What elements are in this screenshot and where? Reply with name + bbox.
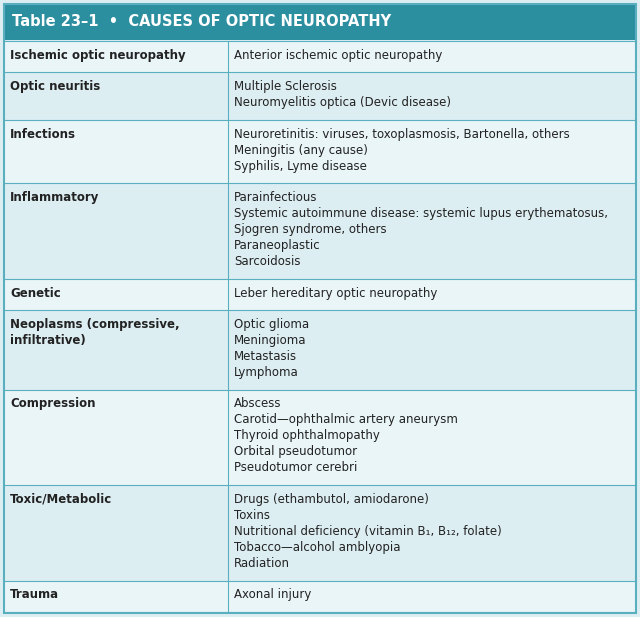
Text: Pseudotumor cerebri: Pseudotumor cerebri (234, 462, 358, 474)
Text: Infections: Infections (10, 128, 76, 141)
Text: Orbital pseudotumor: Orbital pseudotumor (234, 445, 358, 458)
Text: Thyroid ophthalmopathy: Thyroid ophthalmopathy (234, 429, 380, 442)
Bar (4, 279, 636, 310)
Text: Meningioma: Meningioma (234, 334, 307, 347)
Text: Trauma: Trauma (10, 588, 59, 602)
Bar (4, 485, 636, 581)
Text: Table 23–1  •  CAUSES OF OPTIC NEUROPATHY: Table 23–1 • CAUSES OF OPTIC NEUROPATHY (12, 15, 391, 30)
Text: Multiple Sclerosis: Multiple Sclerosis (234, 80, 337, 93)
Text: Sarcoidosis: Sarcoidosis (234, 255, 301, 268)
Bar (4, 120, 636, 183)
Text: Radiation: Radiation (234, 557, 291, 570)
Text: Optic neuritis: Optic neuritis (10, 80, 100, 93)
Bar (4, 581, 636, 612)
Text: Compression: Compression (10, 397, 95, 410)
Text: Genetic: Genetic (10, 286, 61, 299)
Text: Systemic autoimmune disease: systemic lupus erythematosus,: Systemic autoimmune disease: systemic lu… (234, 207, 609, 220)
Text: Ischemic optic neuropathy: Ischemic optic neuropathy (10, 49, 186, 62)
Text: Toxic/Metabolic: Toxic/Metabolic (10, 493, 112, 506)
Text: Axonal injury: Axonal injury (234, 588, 312, 602)
Text: Metastasis: Metastasis (234, 350, 298, 363)
Text: Neoplasms (compressive,: Neoplasms (compressive, (10, 318, 180, 331)
Text: Anterior ischemic optic neuropathy: Anterior ischemic optic neuropathy (234, 49, 443, 62)
Text: Tobacco—alcohol amblyopia: Tobacco—alcohol amblyopia (234, 541, 401, 554)
Text: Leber hereditary optic neuropathy: Leber hereditary optic neuropathy (234, 286, 438, 299)
Text: Parainfectious: Parainfectious (234, 191, 318, 204)
Text: Sjogren syndrome, others: Sjogren syndrome, others (234, 223, 387, 236)
Bar (4, 4, 636, 40)
Text: Syphilis, Lyme disease: Syphilis, Lyme disease (234, 160, 367, 173)
Text: Drugs (ethambutol, amiodarone): Drugs (ethambutol, amiodarone) (234, 493, 429, 506)
Bar (4, 72, 636, 120)
Text: Toxins: Toxins (234, 509, 270, 522)
Text: Neuromyelitis optica (Devic disease): Neuromyelitis optica (Devic disease) (234, 96, 451, 109)
Bar (4, 310, 636, 390)
Bar (4, 41, 636, 72)
Text: Abscess: Abscess (234, 397, 282, 410)
Text: infiltrative): infiltrative) (10, 334, 86, 347)
Text: Carotid—ophthalmic artery aneurysm: Carotid—ophthalmic artery aneurysm (234, 413, 458, 426)
Bar (4, 390, 636, 485)
Text: Inflammatory: Inflammatory (10, 191, 99, 204)
Text: Nutritional deficiency (vitamin B₁, B₁₂, folate): Nutritional deficiency (vitamin B₁, B₁₂,… (234, 525, 502, 538)
Text: Paraneoplastic: Paraneoplastic (234, 239, 321, 252)
Text: Lymphoma: Lymphoma (234, 366, 299, 379)
Text: Neuroretinitis: viruses, toxoplasmosis, Bartonella, others: Neuroretinitis: viruses, toxoplasmosis, … (234, 128, 570, 141)
Text: Optic glioma: Optic glioma (234, 318, 310, 331)
Bar (4, 183, 636, 279)
Text: Meningitis (any cause): Meningitis (any cause) (234, 144, 368, 157)
